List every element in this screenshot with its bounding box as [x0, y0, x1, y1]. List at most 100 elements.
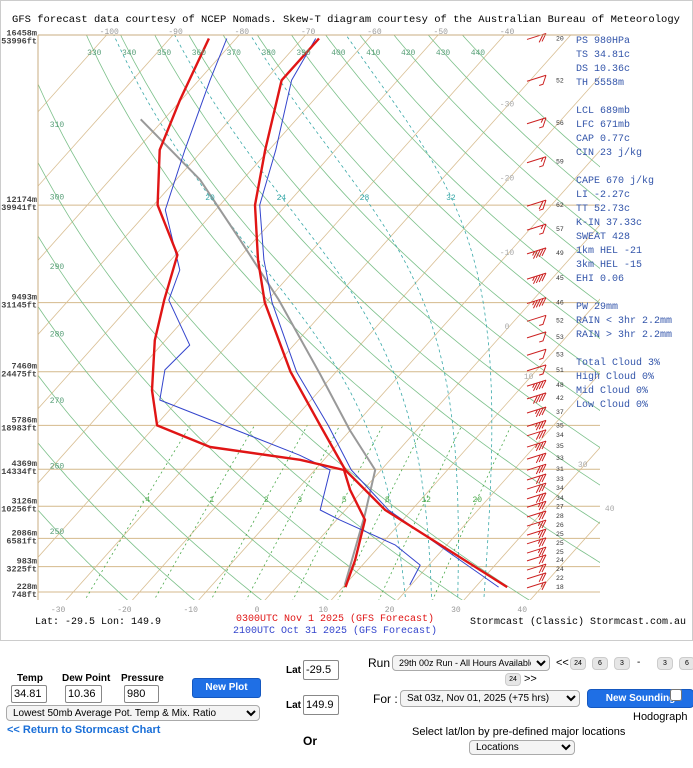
mixing-ratio-line — [292, 425, 384, 600]
wind-speed: 22 — [556, 575, 564, 582]
wind-barb — [526, 492, 547, 503]
height-meters: 3126m — [11, 496, 37, 506]
isotherm-label: -80 — [235, 28, 250, 37]
stat-label: DS — [576, 64, 588, 75]
dry-adiabat-label: 260 — [50, 462, 65, 471]
moist-adiabat-label: 24 — [277, 194, 287, 203]
wind-barb — [526, 272, 547, 285]
height-label-bg — [2, 414, 38, 432]
stat: SWEAT 428 — [576, 232, 630, 243]
isotherm-label: 0 — [255, 606, 260, 615]
method-select[interactable]: Lowest 50mb Average Pot. Temp & Mix. Rat… — [6, 705, 260, 721]
lon-label: Lat — [286, 700, 301, 711]
temp-input[interactable] — [11, 685, 47, 703]
wind-speed: 35 — [556, 422, 564, 429]
stat-value: 0.77c — [600, 134, 630, 145]
profiles — [139, 37, 508, 589]
dry-adiabat-label: 300 — [50, 194, 65, 203]
new-plot-button[interactable]: New Plot — [192, 678, 261, 698]
stat-label: High Cloud — [576, 371, 636, 383]
height-meters: 983m — [17, 557, 37, 567]
wind-speed: 59 — [556, 159, 564, 166]
stat: K-IN 37.33c — [576, 218, 642, 229]
dry-adiabat — [154, 35, 600, 486]
temperature-line — [259, 38, 499, 588]
dry-adiabat — [256, 35, 600, 375]
back-arrows[interactable]: << — [556, 657, 569, 669]
isotherm-label-right: -10 — [500, 249, 515, 258]
wind-barb — [526, 419, 547, 431]
for-select[interactable]: Sat 03z, Nov 01, 2025 (+75 hrs) — [400, 690, 580, 707]
pressure-input[interactable] — [124, 685, 159, 703]
step-button[interactable]: 24 — [505, 673, 521, 686]
hodograph-checkbox[interactable] — [670, 689, 682, 701]
wind-speed: 25 — [556, 540, 564, 547]
dry-adiabat-label: 280 — [50, 331, 65, 340]
stat: Low Cloud 0% — [576, 399, 648, 411]
height-label-bg — [2, 495, 38, 513]
stat-label: PS — [576, 36, 588, 47]
height-label-bg — [2, 527, 38, 545]
isotherm-label: 30 — [451, 606, 461, 615]
lon-input[interactable] — [303, 695, 339, 715]
wind-barb — [526, 379, 547, 392]
stat: High Cloud 0% — [576, 371, 654, 383]
skewt-chart: GFS forecast data courtesy of NCEP Nomad… — [0, 0, 693, 641]
dry-adiabat-label: 270 — [50, 397, 65, 406]
wind-speed: 34 — [556, 485, 564, 492]
mixing-ratio-label: 12 — [421, 496, 431, 505]
stat: PS 980HPa — [576, 36, 630, 47]
dry-adiabat-label: 390 — [296, 49, 311, 58]
isotherm — [264, 224, 600, 600]
step-button[interactable]: 24 — [570, 657, 586, 670]
stat: RAIN > 3hr 2.2mm — [576, 329, 672, 341]
run-select[interactable]: 29th 00z Run - All Hours Available — [392, 655, 550, 671]
wind-barb — [526, 392, 547, 404]
new-sounding-button[interactable]: New Sounding — [587, 689, 693, 708]
height-feet: 10256ft — [1, 504, 37, 514]
dry-adiabat-label: 400 — [331, 49, 346, 58]
mixing-ratio-label: 2 — [264, 496, 269, 505]
height-meters: 2086m — [11, 528, 37, 538]
stat-label: TS — [576, 50, 588, 61]
dry-adiabat — [325, 35, 600, 304]
isotherm-label: -90 — [168, 28, 183, 37]
stat-label: K-IN — [576, 218, 600, 229]
height-feet: 31145ft — [1, 301, 37, 311]
stat-label: SWEAT — [576, 232, 606, 243]
lat-label: Lat — [286, 665, 301, 676]
dew-input[interactable] — [65, 685, 102, 703]
dry-adiabat-label: 370 — [227, 49, 242, 58]
locations-select[interactable]: Locations — [469, 740, 575, 755]
wind-barb — [526, 429, 547, 440]
labels: 200300400500600700800900100016458m53996f… — [1, 27, 672, 615]
isotherm-label-right: 30 — [578, 461, 588, 470]
dry-adiabat — [120, 35, 600, 524]
wind-speed: 56 — [556, 120, 564, 127]
wind-barb — [526, 117, 547, 129]
dry-adiabat-label: 310 — [50, 121, 65, 130]
dewpoint-line — [159, 38, 421, 586]
return-link[interactable]: << Return to Stormcast Chart — [7, 724, 161, 736]
height-meters: 9493m — [11, 293, 37, 303]
height-feet: 53996ft — [1, 36, 37, 46]
wind-barb — [526, 537, 547, 547]
stat-value: 5558m — [594, 78, 624, 89]
lat-input[interactable] — [303, 660, 339, 680]
stat-value: 2.2mm — [642, 316, 672, 327]
wind-speed: 52 — [556, 317, 564, 324]
step-button[interactable]: 3 — [614, 657, 630, 670]
isotherm-label-right: 10 — [524, 373, 534, 382]
step-button[interactable]: 6 — [679, 657, 693, 670]
location: Lat: -29.5 Lon: 149.9 — [35, 617, 161, 628]
forward-arrows[interactable]: >> — [524, 673, 537, 685]
stat-label: Mid Cloud — [576, 385, 630, 397]
wind-speed: 52 — [556, 77, 564, 84]
stat: RAIN < 3hr 2.2mm — [576, 315, 672, 327]
stat-value: 52.73c — [594, 204, 630, 215]
step-button[interactable]: 6 — [592, 657, 608, 670]
isotherm-label: -50 — [434, 28, 449, 37]
dry-adiabat-label: 250 — [50, 528, 65, 537]
hodograph-label: Hodograph — [633, 711, 688, 723]
step-button[interactable]: 3 — [657, 657, 673, 670]
